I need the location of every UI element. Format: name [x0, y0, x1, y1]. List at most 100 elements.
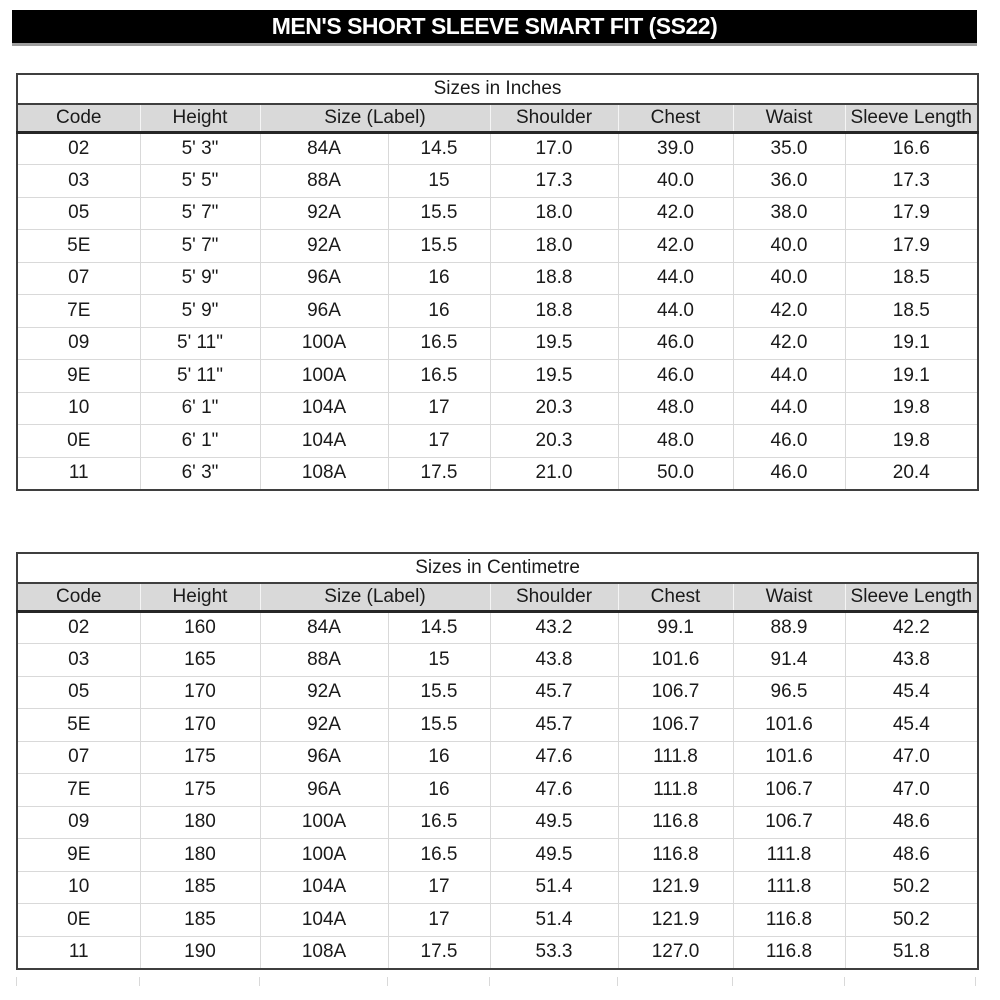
- cell-sleeve-length: 42.2: [844, 611, 979, 644]
- cell-height: 190: [139, 935, 260, 969]
- cell-sleeve-length: 48.6: [844, 838, 979, 871]
- cell-height: 175: [139, 740, 260, 774]
- cell-chest: 121.9: [617, 870, 733, 904]
- cell-chest: 42.0: [617, 196, 733, 230]
- cell-code: 09: [17, 805, 140, 839]
- cell-sleeve-length: 47.0: [844, 740, 979, 774]
- cell-shoulder: 47.6: [489, 773, 618, 806]
- cell-shoulder: 19.5: [489, 359, 618, 392]
- cell-size-label: 96A: [259, 294, 388, 327]
- cell-waist: 46.0: [732, 424, 845, 457]
- cell-sleeve-length: 19.1: [844, 359, 979, 392]
- cell-code: 03: [17, 164, 140, 197]
- column-header-code: Code: [17, 104, 140, 134]
- column-header-shoulder: Shoulder: [489, 583, 618, 613]
- cell-sleeve-length: 51.8: [844, 935, 979, 969]
- table-row: 0E 185 104A 17 51.4 121.9 116.8 50.2: [17, 903, 979, 936]
- table-row: 10 185 104A 17 51.4 121.9 111.8 50.2: [17, 870, 979, 904]
- cell-waist: 46.0: [732, 456, 845, 490]
- cell-waist: 106.7: [732, 805, 845, 839]
- column-header-row: Code Height Size (Label) Shoulder Chest Waist…: [17, 583, 979, 613]
- gridline-stub: [387, 977, 388, 986]
- cell-waist: 40.0: [732, 229, 845, 262]
- cell-size-label: 100A: [259, 326, 388, 360]
- cell-size-number: 17: [387, 424, 490, 457]
- cell-chest: 39.0: [617, 132, 733, 165]
- cell-size-number: 17.5: [387, 456, 490, 490]
- table-row: 07 5' 9" 96A 16 18.8 44.0 40.0 18.5: [17, 261, 979, 295]
- cell-height: 5' 7": [139, 229, 260, 262]
- cell-code: 05: [17, 675, 140, 709]
- table-row: 11 190 108A 17.5 53.3 127.0 116.8 51.8: [17, 935, 979, 969]
- gridline-stub: [844, 977, 845, 986]
- cell-size-number: 17.5: [387, 935, 490, 969]
- cell-sleeve-length: 43.8: [844, 643, 979, 676]
- cell-size-label: 84A: [259, 132, 388, 165]
- table-title: Sizes in Centimetre: [17, 553, 979, 584]
- cell-size-label: 104A: [259, 870, 388, 904]
- cell-waist: 96.5: [732, 675, 845, 709]
- table-body: 02 160 84A 14.5 43.2 99.1 88.9 42.2 03 165 88A 15 43…: [17, 611, 979, 969]
- cell-shoulder: 18.8: [489, 261, 618, 295]
- cell-size-label: 104A: [259, 424, 388, 457]
- cell-size-number: 15: [387, 643, 490, 676]
- cell-waist: 91.4: [732, 643, 845, 676]
- cell-size-label: 88A: [259, 164, 388, 197]
- table-row: 5E 5' 7" 92A 15.5 18.0 42.0 40.0 17.9: [17, 229, 979, 262]
- cell-code: 03: [17, 643, 140, 676]
- cell-waist: 35.0: [732, 132, 845, 165]
- cell-shoulder: 47.6: [489, 740, 618, 774]
- cell-waist: 101.6: [732, 740, 845, 774]
- cell-shoulder: 43.2: [489, 611, 618, 644]
- cell-shoulder: 20.3: [489, 424, 618, 457]
- table-title-row: Sizes in Centimetre: [17, 553, 979, 584]
- cell-shoulder: 43.8: [489, 643, 618, 676]
- centimetre-size-table: Sizes in Centimetre Code Height Size (Labe…: [16, 552, 980, 970]
- cell-waist: 111.8: [732, 870, 845, 904]
- cell-size-label: 96A: [259, 740, 388, 774]
- cell-code: 07: [17, 740, 140, 774]
- cell-height: 185: [139, 870, 260, 904]
- cell-size-label: 104A: [259, 391, 388, 425]
- table-row: 07 175 96A 16 47.6 111.8 101.6 47.0: [17, 740, 979, 774]
- cell-chest: 42.0: [617, 229, 733, 262]
- cell-waist: 44.0: [732, 391, 845, 425]
- cell-sleeve-length: 17.9: [844, 229, 979, 262]
- column-header-sleeve-length: Sleeve Length: [844, 583, 979, 613]
- cell-size-label: 108A: [259, 456, 388, 490]
- cell-size-number: 16.5: [387, 805, 490, 839]
- cell-chest: 111.8: [617, 740, 733, 774]
- cell-code: 0E: [17, 903, 140, 936]
- table-row: 09 5' 11" 100A 16.5 19.5 46.0 42.0 19.1: [17, 326, 979, 360]
- table-row: 9E 5' 11" 100A 16.5 19.5 46.0 44.0 19.1: [17, 359, 979, 392]
- cell-size-number: 16.5: [387, 838, 490, 871]
- cell-waist: 106.7: [732, 773, 845, 806]
- cell-chest: 106.7: [617, 708, 733, 741]
- cell-shoulder: 19.5: [489, 326, 618, 360]
- cell-size-label: 88A: [259, 643, 388, 676]
- cell-height: 5' 9": [139, 261, 260, 295]
- table-row: 7E 5' 9" 96A 16 18.8 44.0 42.0 18.5: [17, 294, 979, 327]
- column-header-waist: Waist: [732, 583, 845, 613]
- cell-chest: 111.8: [617, 773, 733, 806]
- cell-size-number: 15.5: [387, 229, 490, 262]
- column-header-waist: Waist: [732, 104, 845, 134]
- cell-size-label: 84A: [259, 611, 388, 644]
- cell-chest: 40.0: [617, 164, 733, 197]
- cell-shoulder: 21.0: [489, 456, 618, 490]
- cell-size-number: 14.5: [387, 611, 490, 644]
- column-header-height: Height: [139, 583, 260, 613]
- cell-sleeve-length: 48.6: [844, 805, 979, 839]
- inches-size-table: Sizes in Inches Code Height Size (Label) Sh…: [16, 73, 980, 491]
- cell-height: 180: [139, 838, 260, 871]
- table-row: 9E 180 100A 16.5 49.5 116.8 111.8 48.6: [17, 838, 979, 871]
- cell-height: 5' 3": [139, 132, 260, 165]
- gridline-stub: [16, 977, 17, 986]
- cell-height: 175: [139, 773, 260, 806]
- gridline-stub: [139, 977, 140, 986]
- cell-size-label: 100A: [259, 805, 388, 839]
- column-header-size-label-: Size (Label): [259, 583, 490, 613]
- table-row: 10 6' 1" 104A 17 20.3 48.0 44.0 19.8: [17, 391, 979, 425]
- cell-size-number: 15.5: [387, 675, 490, 709]
